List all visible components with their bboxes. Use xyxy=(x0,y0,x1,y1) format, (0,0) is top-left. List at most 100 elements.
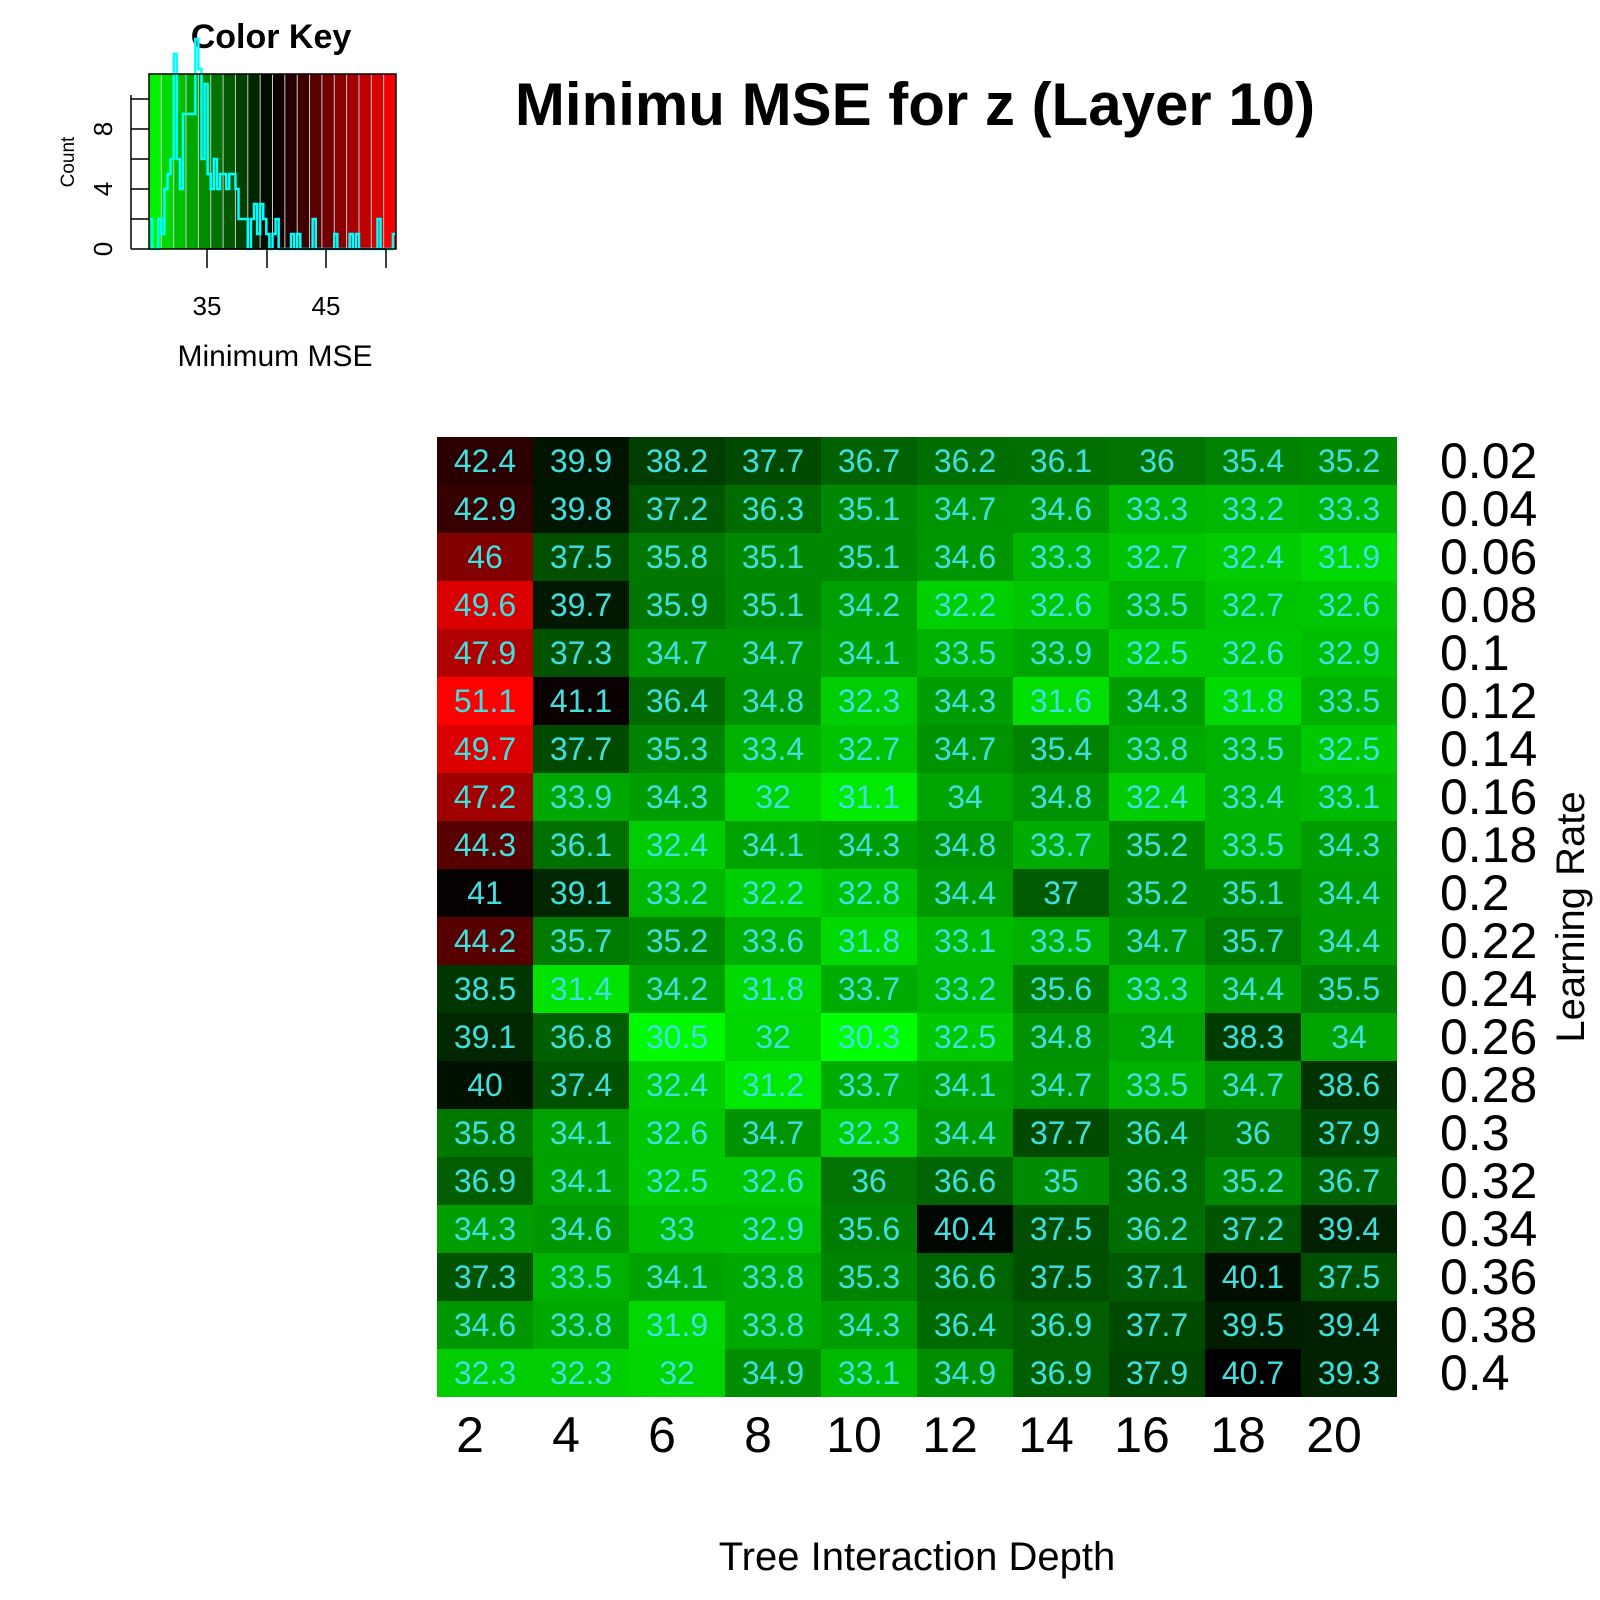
heatmap-cell xyxy=(533,1061,629,1109)
heatmap-cell xyxy=(1109,1205,1205,1253)
cell-value-label: 32.7 xyxy=(1222,587,1284,623)
cell-value-label: 35.2 xyxy=(1222,1163,1284,1199)
heatmap-cell xyxy=(917,485,1013,533)
cell-value-label: 39.4 xyxy=(1318,1307,1380,1343)
cell-value-label: 36 xyxy=(851,1163,887,1199)
cell-value-label: 38.3 xyxy=(1222,1019,1284,1055)
heatmap-cell xyxy=(725,1205,821,1253)
heatmap-cell xyxy=(629,581,725,629)
cell-value-label: 32.8 xyxy=(838,875,900,911)
cell-value-label: 32.6 xyxy=(646,1115,708,1151)
x-tick-label: 4 xyxy=(552,1407,580,1463)
cell-value-label: 32.5 xyxy=(646,1163,708,1199)
heatmap-cell xyxy=(1205,1301,1301,1349)
heatmap-cell xyxy=(1013,677,1109,725)
cell-value-label: 37.3 xyxy=(550,635,612,671)
cell-value-label: 36.6 xyxy=(934,1163,996,1199)
cell-value-label: 33.3 xyxy=(1126,491,1188,527)
y-tick-label: 0.38 xyxy=(1440,1297,1537,1353)
cell-value-label: 37.5 xyxy=(1030,1259,1092,1295)
cell-value-label: 35.7 xyxy=(550,923,612,959)
cell-value-label: 33.5 xyxy=(934,635,996,671)
y-tick-label: 0.24 xyxy=(1440,961,1537,1017)
heatmap-cell xyxy=(1109,629,1205,677)
heatmap-cell xyxy=(1109,1301,1205,1349)
cell-value-label: 36.3 xyxy=(1126,1163,1188,1199)
cell-value-label: 37.7 xyxy=(1030,1115,1092,1151)
heatmap-cell xyxy=(725,1157,821,1205)
cell-value-label: 34.3 xyxy=(934,683,996,719)
heatmap-cell xyxy=(821,1349,917,1397)
x-tick-label: 12 xyxy=(922,1407,978,1463)
cell-value-label: 34.1 xyxy=(742,827,804,863)
cell-value-label: 33.6 xyxy=(742,923,804,959)
heatmap-cell xyxy=(437,965,533,1013)
heatmap-cell xyxy=(821,725,917,773)
heatmap-cell xyxy=(1301,965,1397,1013)
heatmap-cell xyxy=(1301,869,1397,917)
heatmap-cell xyxy=(629,1253,725,1301)
heatmap-cell xyxy=(821,1109,917,1157)
cell-value-label: 31.4 xyxy=(550,971,612,1007)
heatmap-cell xyxy=(1013,1205,1109,1253)
cell-value-label: 34.7 xyxy=(1222,1067,1284,1103)
heatmap-cell xyxy=(1013,629,1109,677)
heatmap-cell xyxy=(1205,677,1301,725)
heatmap-cell xyxy=(1301,1061,1397,1109)
cell-value-label: 34.3 xyxy=(1318,827,1380,863)
cell-value-label: 36.7 xyxy=(1318,1163,1380,1199)
heatmap-cell xyxy=(533,1301,629,1349)
y-tick-label: 0.18 xyxy=(1440,817,1537,873)
heatmap-cell xyxy=(725,917,821,965)
cell-value-label: 34.6 xyxy=(1030,491,1092,527)
cell-value-label: 34.4 xyxy=(1318,875,1380,911)
heatmap-cell xyxy=(1205,725,1301,773)
y-tick-label: 0.04 xyxy=(1440,481,1537,537)
color-key-x-label: Minimum MSE xyxy=(177,340,372,373)
heatmap-cell xyxy=(917,533,1013,581)
heatmap-cell xyxy=(437,869,533,917)
heatmap-cell xyxy=(821,1157,917,1205)
color-key-band xyxy=(149,74,162,249)
heatmap-cell xyxy=(1109,869,1205,917)
heatmap-cell xyxy=(629,725,725,773)
heatmap-cell xyxy=(629,629,725,677)
cell-value-label: 35.1 xyxy=(838,491,900,527)
heatmap-cell xyxy=(917,965,1013,1013)
cell-value-label: 34.8 xyxy=(1030,1019,1092,1055)
heatmap-cell xyxy=(1013,437,1109,485)
cell-value-label: 36 xyxy=(1139,443,1175,479)
heatmap-cell xyxy=(1109,965,1205,1013)
cell-value-label: 34.3 xyxy=(454,1211,516,1247)
cell-value-label: 35.2 xyxy=(1318,443,1380,479)
y-tick-label: 0.32 xyxy=(1440,1153,1537,1209)
cell-value-label: 32 xyxy=(755,1019,791,1055)
cell-value-label: 32.6 xyxy=(742,1163,804,1199)
cell-value-label: 36.4 xyxy=(646,683,708,719)
cell-value-label: 40 xyxy=(467,1067,503,1103)
cell-value-label: 36.1 xyxy=(1030,443,1092,479)
heatmap-cell xyxy=(821,1061,917,1109)
heatmap-cell xyxy=(725,773,821,821)
cell-value-label: 33.3 xyxy=(1030,539,1092,575)
heatmap-cell xyxy=(533,533,629,581)
color-key-y-tick-4: 4 xyxy=(88,182,118,196)
heatmap-cell xyxy=(725,533,821,581)
heatmap-cell xyxy=(917,629,1013,677)
heatmap-cell xyxy=(821,821,917,869)
heatmap-cell xyxy=(437,1013,533,1061)
cell-value-label: 32.4 xyxy=(1126,779,1188,815)
cell-value-label: 34.8 xyxy=(934,827,996,863)
cell-value-label: 32.6 xyxy=(1222,635,1284,671)
heatmap-cell xyxy=(1301,677,1397,725)
cell-value-label: 33.2 xyxy=(1222,491,1284,527)
cell-value-label: 33.7 xyxy=(1030,827,1092,863)
heatmap-cell xyxy=(1013,1013,1109,1061)
cell-value-label: 33.8 xyxy=(742,1307,804,1343)
cell-value-label: 33.5 xyxy=(1030,923,1092,959)
heatmap-cell xyxy=(1013,1157,1109,1205)
heatmap-cell xyxy=(1205,869,1301,917)
cell-value-label: 34.7 xyxy=(646,635,708,671)
heatmap-cell xyxy=(917,1157,1013,1205)
cell-value-label: 31.8 xyxy=(838,923,900,959)
